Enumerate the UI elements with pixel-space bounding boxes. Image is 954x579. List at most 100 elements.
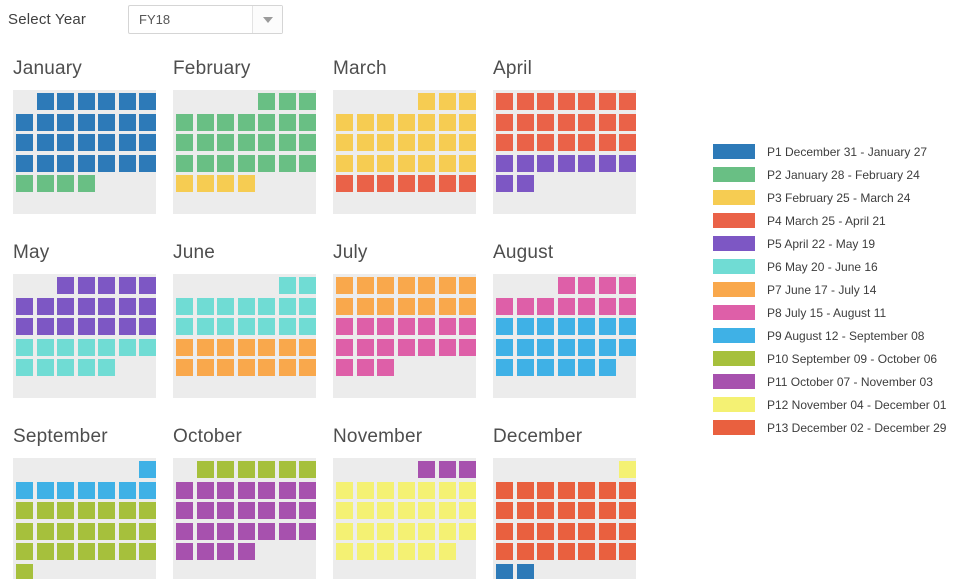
legend-item-p10[interactable]: P10 September 09 - October 06 [713,347,946,370]
day-cell-p3[interactable] [438,93,456,110]
day-cell-p6[interactable] [299,277,316,294]
day-cell-p12[interactable] [438,502,456,519]
day-cell-p3[interactable] [418,154,435,172]
day-cell-p4[interactable] [516,134,534,151]
day-cell-p11[interactable] [299,522,316,540]
day-cell-p8[interactable] [496,297,513,315]
day-cell-p10[interactable] [139,543,156,560]
day-cell-p7[interactable] [336,297,353,315]
day-cell-p7[interactable] [418,297,435,315]
day-cell-p6[interactable] [258,318,275,335]
day-cell-p8[interactable] [377,338,394,356]
day-cell-p4[interactable] [557,134,575,151]
day-cell-p9[interactable] [118,481,136,499]
day-cell-p4[interactable] [578,113,595,131]
day-cell-p2[interactable] [176,113,193,131]
day-cell-p13[interactable] [496,543,513,560]
day-cell-p9[interactable] [516,338,534,356]
day-cell-p10[interactable] [118,502,136,519]
day-cell-p13[interactable] [496,522,513,540]
day-cell-p4[interactable] [336,175,353,192]
day-cell-p10[interactable] [98,522,115,540]
day-cell-p5[interactable] [139,318,156,335]
day-cell-p10[interactable] [16,522,33,540]
legend-item-p7[interactable]: P7 June 17 - July 14 [713,278,946,301]
day-cell-p9[interactable] [598,318,616,335]
day-cell-p7[interactable] [278,359,296,376]
day-cell-p5[interactable] [57,297,74,315]
day-cell-p12[interactable] [459,522,476,540]
day-cell-p6[interactable] [176,318,193,335]
day-cell-p3[interactable] [356,134,374,151]
day-cell-p4[interactable] [537,113,554,131]
day-cell-p3[interactable] [438,154,456,172]
day-cell-p13[interactable] [557,481,575,499]
day-cell-p9[interactable] [516,359,534,376]
day-cell-p9[interactable] [537,359,554,376]
day-cell-p3[interactable] [356,154,374,172]
day-cell-p9[interactable] [16,481,33,499]
day-cell-p4[interactable] [516,93,534,110]
day-cell-p1[interactable] [98,93,115,110]
day-cell-p12[interactable] [438,481,456,499]
day-cell-p11[interactable] [196,502,214,519]
day-cell-p1[interactable] [57,134,74,151]
day-cell-p7[interactable] [196,359,214,376]
day-cell-p1[interactable] [516,563,534,579]
day-cell-p9[interactable] [139,461,156,478]
day-cell-p11[interactable] [176,543,193,560]
day-cell-p13[interactable] [537,481,554,499]
day-cell-p1[interactable] [77,134,95,151]
day-cell-p9[interactable] [139,481,156,499]
day-cell-p5[interactable] [516,154,534,172]
day-cell-p11[interactable] [459,461,476,478]
day-cell-p2[interactable] [77,175,95,192]
day-cell-p10[interactable] [139,522,156,540]
day-cell-p1[interactable] [77,154,95,172]
day-cell-p4[interactable] [619,93,636,110]
day-cell-p3[interactable] [356,113,374,131]
day-cell-p8[interactable] [356,318,374,335]
day-cell-p2[interactable] [36,175,54,192]
day-cell-p10[interactable] [98,502,115,519]
day-cell-p2[interactable] [258,134,275,151]
day-cell-p3[interactable] [336,113,353,131]
day-cell-p9[interactable] [496,318,513,335]
day-cell-p12[interactable] [418,481,435,499]
day-cell-p11[interactable] [176,502,193,519]
day-cell-p8[interactable] [438,318,456,335]
day-cell-p7[interactable] [356,297,374,315]
day-cell-p10[interactable] [98,543,115,560]
day-cell-p12[interactable] [438,522,456,540]
day-cell-p9[interactable] [537,318,554,335]
day-cell-p7[interactable] [278,338,296,356]
day-cell-p10[interactable] [77,502,95,519]
day-cell-p6[interactable] [98,338,115,356]
legend-item-p8[interactable]: P8 July 15 - August 11 [713,301,946,324]
day-cell-p11[interactable] [196,522,214,540]
day-cell-p6[interactable] [77,359,95,376]
day-cell-p5[interactable] [16,318,33,335]
legend-item-p6[interactable]: P6 May 20 - June 16 [713,255,946,278]
day-cell-p9[interactable] [578,338,595,356]
day-cell-p2[interactable] [16,175,33,192]
year-dropdown[interactable]: FY18 [128,5,283,34]
day-cell-p13[interactable] [598,522,616,540]
day-cell-p1[interactable] [139,134,156,151]
day-cell-p12[interactable] [336,543,353,560]
day-cell-p8[interactable] [356,359,374,376]
day-cell-p12[interactable] [336,481,353,499]
day-cell-p2[interactable] [258,154,275,172]
day-cell-p8[interactable] [377,318,394,335]
day-cell-p7[interactable] [459,297,476,315]
day-cell-p9[interactable] [598,359,616,376]
day-cell-p7[interactable] [176,359,193,376]
day-cell-p8[interactable] [418,338,435,356]
day-cell-p5[interactable] [98,277,115,294]
day-cell-p8[interactable] [516,297,534,315]
day-cell-p4[interactable] [459,175,476,192]
day-cell-p3[interactable] [336,134,353,151]
day-cell-p10[interactable] [278,461,296,478]
day-cell-p12[interactable] [377,543,394,560]
day-cell-p2[interactable] [237,134,255,151]
